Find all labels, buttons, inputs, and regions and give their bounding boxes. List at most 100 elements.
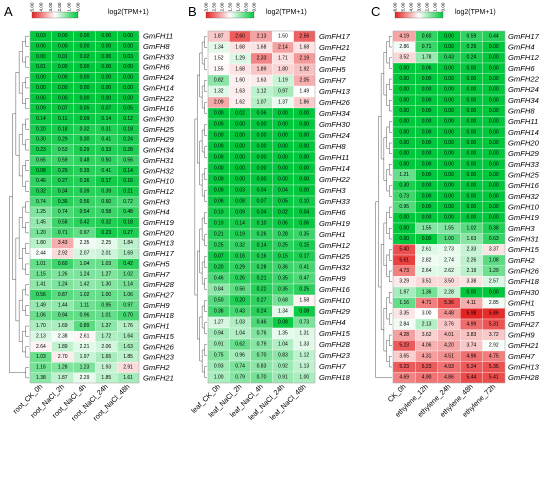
cell-value: 0.00 <box>214 177 224 183</box>
gene-label: GmFH19 <box>143 218 175 227</box>
cell-value: 0.00 <box>467 215 477 221</box>
cell-value: 0.00 <box>278 122 288 128</box>
cell-value: 2.21 <box>80 344 90 350</box>
gene-label: GmFH28 <box>508 373 540 382</box>
cell-value: 0.43 <box>444 55 454 61</box>
cell-value: 0.39 <box>80 188 90 194</box>
gene-label: GmFH15 <box>319 329 351 338</box>
cell-value: 1.93 <box>101 364 111 370</box>
cell-value: 0.38 <box>489 225 499 231</box>
gene-label: GmFH33 <box>143 52 175 61</box>
cell-value: 0.00 <box>278 155 288 161</box>
cell-value: 0.03 <box>123 54 133 60</box>
legend-tick: 6.00 <box>393 2 398 11</box>
cell-value: 0.16 <box>257 254 267 260</box>
cell-value: 0.00 <box>80 64 90 70</box>
dendrogram-branch <box>22 123 26 146</box>
cell-value: 2.38 <box>58 333 68 339</box>
cell-value: 1.68 <box>235 67 245 73</box>
legend-tick: 1.50 <box>228 2 233 11</box>
cell-value: 0.32 <box>101 220 111 226</box>
cell-value: 0.00 <box>467 204 477 210</box>
cell-value: 0.19 <box>235 232 245 238</box>
cell-value: 0.74 <box>58 209 68 215</box>
gene-label: GmFH22 <box>319 175 351 184</box>
cell-value: 0.00 <box>467 87 477 93</box>
cell-value: 1.02 <box>467 225 477 231</box>
gene-label: GmFH27 <box>508 320 540 329</box>
cell-value: 0.00 <box>399 87 409 93</box>
cell-value: 1.41 <box>36 282 46 288</box>
cell-value: 0.00 <box>467 65 477 71</box>
gene-label: GmFH4 <box>319 318 346 327</box>
cell-value: 0.25 <box>214 243 224 249</box>
cell-value: 4.48 <box>444 311 454 317</box>
cell-value: 0.93 <box>214 364 224 370</box>
cell-value: 0.05 <box>123 106 133 112</box>
cell-value: 2.25 <box>101 240 111 246</box>
cell-value: 0.00 <box>123 85 133 91</box>
gene-label: GmFH26 <box>508 267 540 276</box>
dendrogram-branch <box>18 217 23 259</box>
cell-value: 4.71 <box>422 300 432 306</box>
cell-value: 0.00 <box>489 65 499 71</box>
legend-colorbar <box>31 11 79 19</box>
cell-value: 0.07 <box>214 254 224 260</box>
cell-value: 0.00 <box>235 166 245 172</box>
dendrogram-branch <box>201 261 205 285</box>
cell-value: 0.00 <box>235 144 245 150</box>
cell-value: 0.47 <box>299 276 309 282</box>
cell-value: 0.00 <box>444 33 454 39</box>
cell-value: 1.30 <box>101 282 111 288</box>
cell-value: 0.01 <box>58 54 68 60</box>
cell-value: 0.23 <box>36 147 46 153</box>
dendrogram-branch <box>25 118 29 130</box>
cell-value: 0.53 <box>58 147 68 153</box>
gene-label: GmFH5 <box>143 259 170 268</box>
cell-value: 1.55 <box>444 225 454 231</box>
cell-value: 0.00 <box>444 87 454 93</box>
dendrogram-branch <box>25 263 29 275</box>
dendrogram-branch <box>389 36 392 48</box>
dendrogram-branch <box>25 139 29 151</box>
cell-value: 0.06 <box>299 221 309 227</box>
cell-value: 2.13 <box>257 34 267 40</box>
cell-value: 0.36 <box>278 265 288 271</box>
cell-value: 0.03 <box>235 188 245 194</box>
cell-value: 0.79 <box>235 375 245 381</box>
cell-value: 0.29 <box>235 265 245 271</box>
cell-value: 0.01 <box>36 64 46 70</box>
cell-value: 0.00 <box>467 289 477 295</box>
cell-value: 0.15 <box>299 243 309 249</box>
cell-value: 1.07 <box>257 100 267 106</box>
cell-value: 0.62 <box>235 342 245 348</box>
cell-value: 1.97 <box>399 289 409 295</box>
cell-value: 0.03 <box>36 33 46 39</box>
cell-value: 0.54 <box>80 209 90 215</box>
cell-value: 0.16 <box>123 178 133 184</box>
cell-value: 0.43 <box>235 309 245 315</box>
cell-value: 0.00 <box>399 236 409 242</box>
cell-value: 0.00 <box>299 122 309 128</box>
cell-value: 1.42 <box>80 282 90 288</box>
cell-value: 0.74 <box>235 364 245 370</box>
cell-value: 4.19 <box>399 33 409 39</box>
gene-label: GmFH30 <box>508 288 540 297</box>
gene-label: GmFH20 <box>508 139 540 148</box>
cell-value: 0.39 <box>80 168 90 174</box>
cell-value: 0.29 <box>80 147 90 153</box>
cell-value: 3.74 <box>467 343 477 349</box>
dendrogram-branch <box>201 217 205 241</box>
cell-value: 1.23 <box>80 364 90 370</box>
cell-value: 1.00 <box>214 375 224 381</box>
cell-value: 0.00 <box>467 172 477 178</box>
cell-value: 0.74 <box>36 199 46 205</box>
cell-value: 0.09 <box>36 106 46 112</box>
cell-value: 0.26 <box>257 232 267 238</box>
cell-value: 3.52 <box>399 55 409 61</box>
gene-label: GmFH15 <box>508 245 540 254</box>
gene-label: GmFH7 <box>319 76 346 85</box>
cell-value: 1.68 <box>299 45 309 51</box>
legend-tick: 2.50 <box>212 2 217 11</box>
dendrogram-branch <box>389 57 392 69</box>
